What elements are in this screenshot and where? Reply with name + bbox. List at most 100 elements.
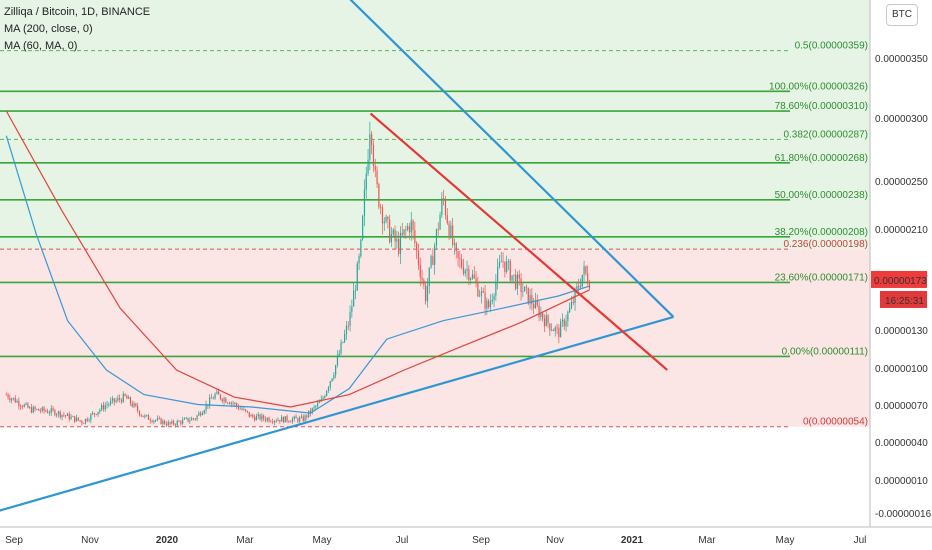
candle-body [446, 215, 448, 224]
candle-body [344, 333, 346, 342]
candle-body [39, 410, 42, 412]
candle-body [99, 409, 101, 412]
candle-body [515, 274, 517, 289]
candle-body [326, 390, 328, 397]
price-tick-label: 0.00000300 [875, 114, 928, 125]
candle-body [113, 398, 115, 402]
candle-body [482, 291, 484, 293]
candle-body [311, 408, 313, 414]
candle-body [408, 226, 411, 233]
candle-body [300, 416, 303, 418]
time-tick-label: 2021 [621, 535, 644, 546]
candle-body [203, 410, 205, 414]
candle-body [435, 229, 438, 246]
candle-body [27, 403, 29, 408]
candle-body [367, 159, 369, 174]
candle-body [43, 407, 45, 411]
candle-body [25, 403, 27, 405]
candle-body [335, 365, 337, 376]
candle-body [387, 216, 389, 220]
candle-body [252, 414, 254, 417]
candle-body [70, 416, 72, 420]
candle-body [525, 286, 528, 288]
candle-body [187, 417, 189, 422]
candle-body [347, 325, 349, 327]
candle-body [516, 274, 519, 289]
candle-body [394, 229, 396, 242]
candle-body [131, 403, 133, 407]
candle-body [437, 229, 439, 231]
candle-body [57, 411, 60, 415]
candle-body [549, 323, 551, 331]
candle-body [583, 266, 585, 275]
candle-body [324, 396, 326, 398]
candle-body [581, 274, 583, 287]
candle-body [158, 418, 160, 420]
candle-body [378, 184, 380, 208]
candle-body [365, 173, 367, 190]
candle-body [479, 295, 481, 297]
candle-body [486, 300, 488, 309]
candle-body [520, 278, 522, 293]
candle-body [293, 416, 295, 419]
candle-body [522, 291, 524, 293]
candle-body [567, 312, 569, 322]
candle-body [111, 398, 114, 401]
candle-body [167, 421, 169, 426]
candle-body [518, 274, 520, 279]
price-tick-label: 0.00000250 [875, 177, 928, 188]
candle-body [50, 408, 52, 413]
candle-body [574, 289, 576, 303]
candle-body [142, 415, 144, 417]
candle-body [353, 290, 355, 307]
fib-zones [0, 0, 870, 427]
candle-body [473, 274, 475, 279]
candle-body [452, 225, 454, 245]
candle-body [11, 398, 13, 401]
price-tick-label: 0.00000350 [875, 54, 928, 65]
candle-body [281, 417, 283, 422]
candle-body [561, 319, 564, 322]
candle-body [153, 420, 155, 423]
candle-body [259, 414, 261, 420]
candle-body [104, 405, 106, 410]
candle-body [29, 407, 31, 409]
candle-body [572, 302, 574, 303]
candle-body [36, 409, 38, 410]
candle-body [126, 395, 128, 399]
ma-200-label[interactable]: MA (200, close, 0) [4, 23, 93, 35]
candle-body [84, 418, 87, 424]
ma-60-label[interactable]: MA (60, MA, 0) [4, 40, 78, 52]
candle-body [362, 216, 364, 240]
chart-legend: Zilliqa / Bitcoin, 1D, BINANCE MA (200, … [4, 4, 150, 55]
candle-body [9, 397, 11, 401]
candle-body [236, 403, 238, 407]
candle-body [290, 421, 292, 423]
candle-body [579, 286, 582, 288]
trendlines [0, 0, 675, 512]
candle-body [270, 421, 272, 423]
candle-body [410, 220, 412, 233]
symbol-title[interactable]: Zilliqa / Bitcoin, 1D, BINANCE [4, 6, 151, 18]
price-tags: 0.00000173 16:25:31 [871, 270, 927, 308]
candle-body [102, 405, 105, 410]
currency-button[interactable]: BTC [886, 4, 918, 26]
candle-body [547, 315, 549, 324]
candle-body [500, 261, 502, 263]
price-tick-label: 0.00000010 [875, 476, 928, 487]
candle-body [214, 393, 216, 399]
candle-body [412, 220, 414, 231]
candle-body [79, 420, 81, 422]
candle-body [38, 409, 40, 411]
candle-body [351, 306, 353, 313]
candle-body [466, 268, 468, 271]
time-tick-label: Jul [396, 535, 409, 546]
candle-body [419, 264, 421, 278]
candle-body [345, 325, 348, 334]
candle-body [576, 285, 578, 290]
candle-body [390, 234, 393, 243]
candle-body [212, 398, 214, 400]
time-tick-label: Sep [472, 535, 490, 546]
